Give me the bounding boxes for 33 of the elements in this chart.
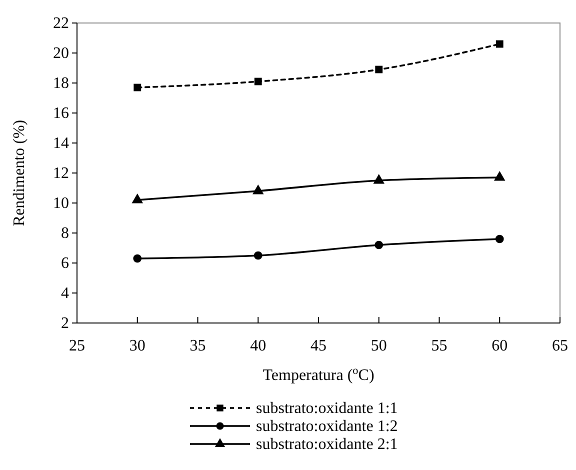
y-tick-label: 12 <box>53 165 69 182</box>
y-tick-label: 4 <box>61 285 69 302</box>
y-tick-label: 18 <box>53 75 69 92</box>
x-tick-label: 55 <box>431 337 448 354</box>
x-tick-label: 30 <box>129 337 146 354</box>
x-tick-label: 50 <box>370 337 387 354</box>
x-tick-label: 35 <box>190 337 206 354</box>
y-tick-label: 8 <box>61 225 69 242</box>
y-tick-label: 20 <box>53 45 69 62</box>
y-axis-title: Rendimento (%) <box>11 120 28 226</box>
point <box>254 78 262 86</box>
y-tick-label: 6 <box>61 255 69 272</box>
y-tick-label: 16 <box>53 105 69 122</box>
legend-label: substrato:oxidante 2:1 <box>256 436 398 453</box>
point <box>374 240 384 250</box>
point <box>375 66 383 74</box>
point <box>133 254 142 263</box>
point <box>495 234 504 244</box>
x-tick-label: 60 <box>492 337 508 354</box>
point <box>496 40 504 48</box>
x-axis-title: Temperatura ($^{o}$C) <box>262 365 374 384</box>
legend-label: substrato:oxidante 1:2 <box>256 418 398 435</box>
x-tick-label: 65 <box>552 337 568 354</box>
x-tick-label: 40 <box>250 337 266 354</box>
x-tick-label: 45 <box>310 337 326 354</box>
y-tick-label: 2 <box>61 315 69 332</box>
point <box>134 84 142 92</box>
y-tick-label: 14 <box>53 135 69 152</box>
x-tick-label: 25 <box>69 337 85 354</box>
y-tick-label: 10 <box>53 195 69 212</box>
y-tick-label: 22 <box>53 15 69 32</box>
legend-label: substrato:oxidante 1:1 <box>256 400 398 417</box>
point <box>254 251 262 260</box>
